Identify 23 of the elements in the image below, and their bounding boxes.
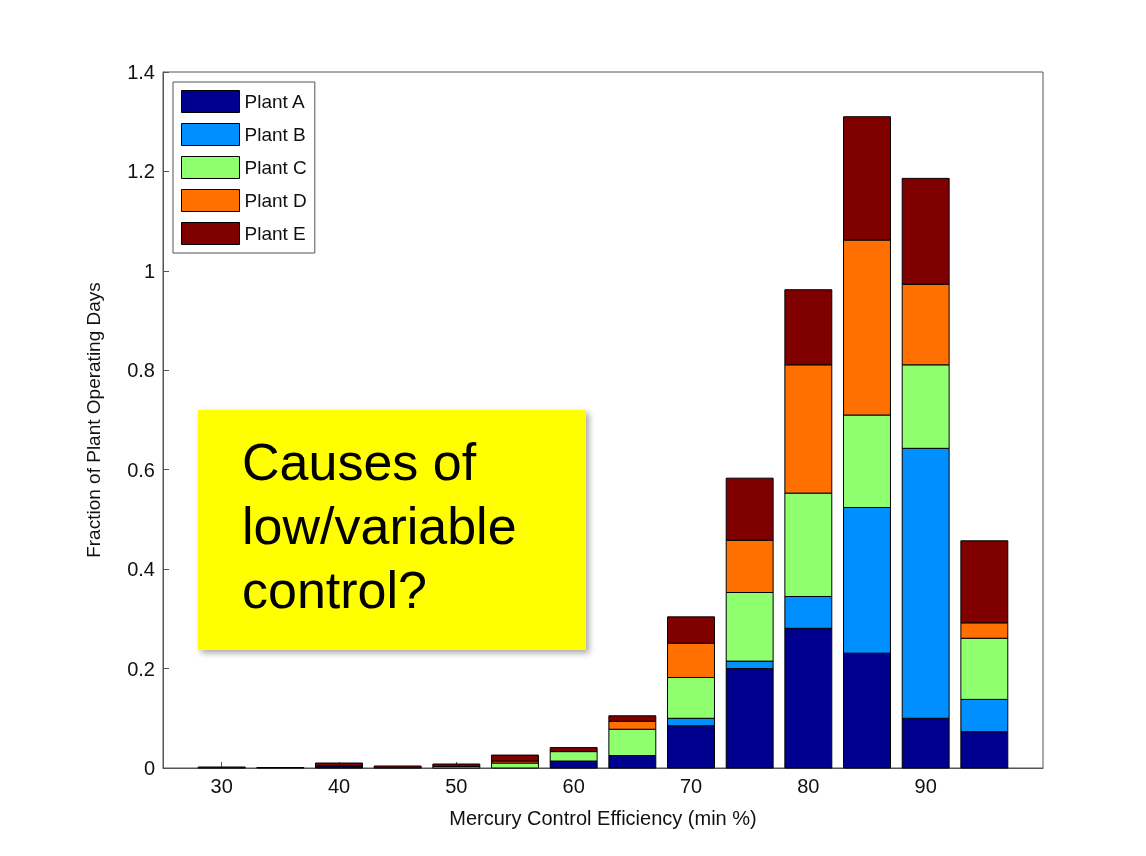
legend-label: Plant E <box>244 223 306 244</box>
x-tick-label: 60 <box>562 775 585 797</box>
x-tick-label: 80 <box>797 775 820 797</box>
x-axis-title: Mercury Control Efficiency (min %) <box>449 807 757 829</box>
x-tick-label: 30 <box>210 775 233 797</box>
legend-label: Plant D <box>244 190 307 211</box>
legend-label: Plant A <box>244 91 306 112</box>
y-tick-label: 0 <box>143 757 155 779</box>
x-tick-label: 40 <box>327 775 351 797</box>
y-axis-title: Fraction of Plant Operating Days <box>83 282 104 558</box>
y-tick-label: 0.6 <box>127 458 155 481</box>
legend-label: Plant B <box>244 124 306 145</box>
legend-label: Plant C <box>244 157 307 178</box>
y-tick-label: 1 <box>143 259 155 282</box>
x-tick-label: 90 <box>914 775 937 797</box>
y-tick-label: 1.4 <box>127 61 155 83</box>
y-tick-label: 0.8 <box>127 359 155 382</box>
x-tick-label: 70 <box>679 775 703 797</box>
y-tick-label: 1.2 <box>127 160 155 183</box>
y-tick-label: 0.4 <box>127 558 155 581</box>
y-tick-label: 0.2 <box>127 657 155 680</box>
x-tick-label: 50 <box>445 775 468 797</box>
annotation: Causes of low/variable control? <box>242 433 532 619</box>
